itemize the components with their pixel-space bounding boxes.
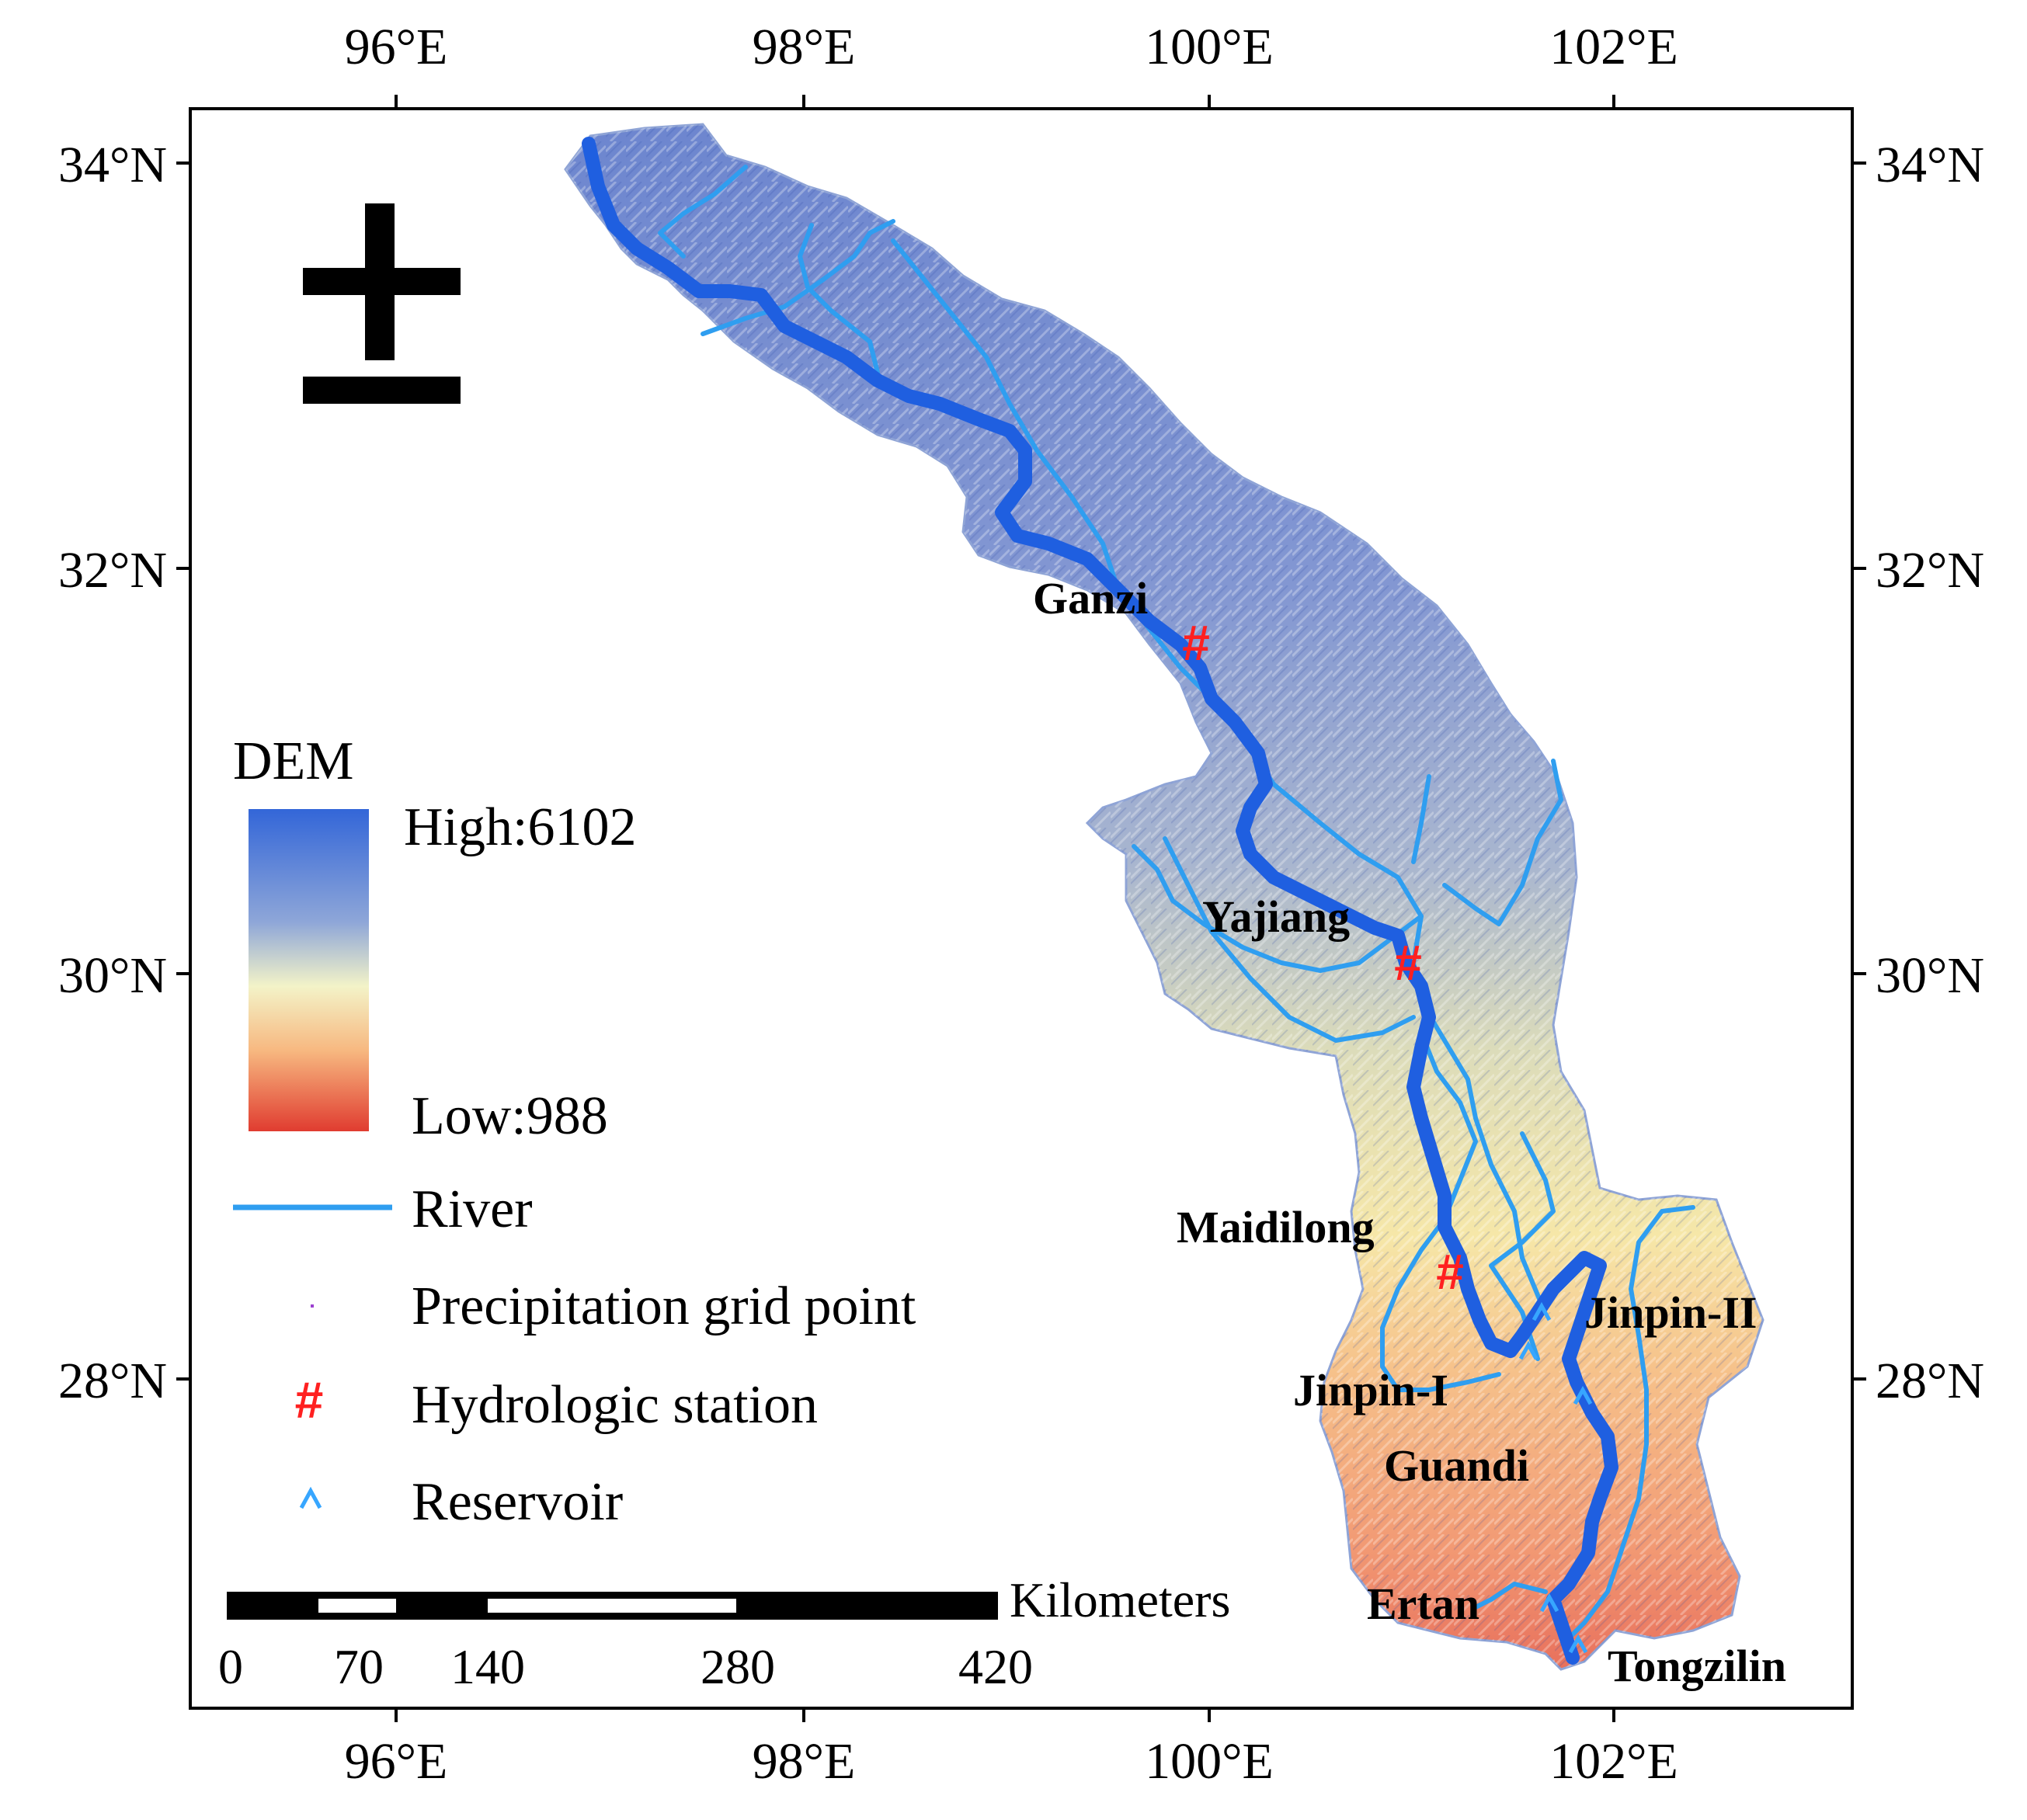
lat-label-32-right: 32°N — [1876, 542, 1984, 599]
lon-label-98-bottom: 98°E — [753, 1733, 856, 1790]
legend-reservoir-label: Reservoir — [412, 1472, 623, 1532]
lon-label-96-bottom: 96°E — [345, 1733, 448, 1790]
scale-bar: Kilometers 0 70 140 280 420 — [218, 1572, 1230, 1694]
latitude-labels-left: 34°N 32°N 30°N 28°N — [58, 137, 167, 1409]
tributary — [1489, 1131, 1556, 1361]
lat-label-34-right: 34°N — [1876, 137, 1984, 193]
legend-station-label: Hydrologic station — [412, 1375, 818, 1435]
tributary — [1442, 759, 1563, 926]
tributary — [1380, 1030, 1501, 1392]
latitude-labels-right: 34°N 32°N 30°N 28°N — [1876, 137, 1984, 1409]
legend-station-symbol: # — [295, 1371, 324, 1429]
label-jinpin-ii: Jinpin-II — [1584, 1287, 1757, 1338]
graticule-ticks — [176, 95, 1866, 1722]
lat-label-32-left: 32°N — [58, 542, 167, 599]
legend: DEM High:6102 Low:988 River Precipitatio… — [233, 731, 916, 1532]
legend-river-label: River — [412, 1179, 533, 1239]
station-markers: # # # — [1182, 615, 1464, 1300]
label-ganzi: Ganzi — [1033, 573, 1148, 623]
scale-bar-segment — [318, 1599, 396, 1613]
legend-dem-low: Low:988 — [412, 1086, 608, 1146]
lat-label-30-left: 30°N — [58, 947, 167, 1004]
tributary — [1163, 836, 1416, 1043]
tributary — [891, 238, 1544, 1307]
tributary — [1566, 1205, 1695, 1641]
scale-label-280: 280 — [701, 1639, 775, 1694]
place-labels: Ganzi Yajiang Maidilong Jinpin-II Jinpin… — [1033, 573, 1786, 1691]
legend-dem-title: DEM — [233, 731, 354, 791]
legend-dem-colorbar — [249, 809, 369, 1131]
station-marker-ganzi: # — [1182, 615, 1210, 671]
main-river — [582, 137, 1618, 1665]
station-marker-maidilong: # — [1436, 1244, 1464, 1300]
north-arrow-icon — [303, 203, 461, 404]
scale-label-70: 70 — [334, 1639, 384, 1694]
longitude-labels-top: 96°E 98°E 100°E 102°E — [345, 19, 1678, 75]
scale-bar-unit: Kilometers — [1010, 1572, 1230, 1627]
legend-precipitation-label: Precipitation grid point — [412, 1276, 916, 1336]
lon-label-102-top: 102°E — [1549, 19, 1678, 75]
tributary — [658, 165, 748, 259]
scale-bar-segment — [488, 1599, 736, 1613]
lat-label-30-right: 30°N — [1876, 947, 1984, 1004]
label-maidilong: Maidilong — [1177, 1202, 1375, 1252]
legend-reservoir-symbol — [299, 1486, 322, 1509]
scale-label-140: 140 — [450, 1639, 525, 1694]
scale-label-420: 420 — [958, 1639, 1033, 1694]
tributary — [798, 223, 880, 375]
legend-dem-high: High:6102 — [404, 797, 636, 857]
tributary — [1132, 844, 1424, 973]
reservoir-marker-jinpin-i — [1518, 1340, 1539, 1360]
lat-label-34-left: 34°N — [58, 137, 167, 193]
label-guandi: Guandi — [1384, 1440, 1529, 1491]
reservoir-markers — [1518, 1301, 1593, 1654]
legend-precipitation-dot — [311, 1304, 314, 1308]
reservoir-marker-jinpin-ii — [1532, 1301, 1552, 1322]
lon-label-100-top: 100°E — [1145, 19, 1274, 75]
lon-label-100-bottom: 100°E — [1145, 1733, 1274, 1790]
label-tongzilin: Tongzilin — [1608, 1641, 1786, 1691]
lon-label-96-top: 96°E — [345, 19, 448, 75]
label-jinpin-i: Jinpin-I — [1293, 1365, 1448, 1415]
reservoir-marker-tongzilin — [1568, 1634, 1588, 1654]
lon-label-98-top: 98°E — [753, 19, 856, 75]
station-marker-yajiang: # — [1394, 935, 1422, 991]
tributary — [701, 219, 895, 336]
tributary — [1473, 1582, 1548, 1610]
reservoir-marker-guandi — [1573, 1385, 1593, 1405]
longitude-labels-bottom: 96°E 98°E 100°E 102°E — [345, 1733, 1678, 1790]
scale-label-0: 0 — [218, 1639, 243, 1694]
lat-label-28-left: 28°N — [58, 1353, 167, 1409]
lat-label-28-right: 28°N — [1876, 1353, 1984, 1409]
reservoir-marker-ertan — [1539, 1592, 1559, 1613]
tributaries — [658, 165, 1695, 1641]
lon-label-102-bottom: 102°E — [1549, 1733, 1678, 1790]
label-ertan: Ertan — [1367, 1579, 1479, 1629]
tributary — [1411, 774, 1431, 864]
label-yajiang: Yajiang — [1202, 891, 1350, 942]
